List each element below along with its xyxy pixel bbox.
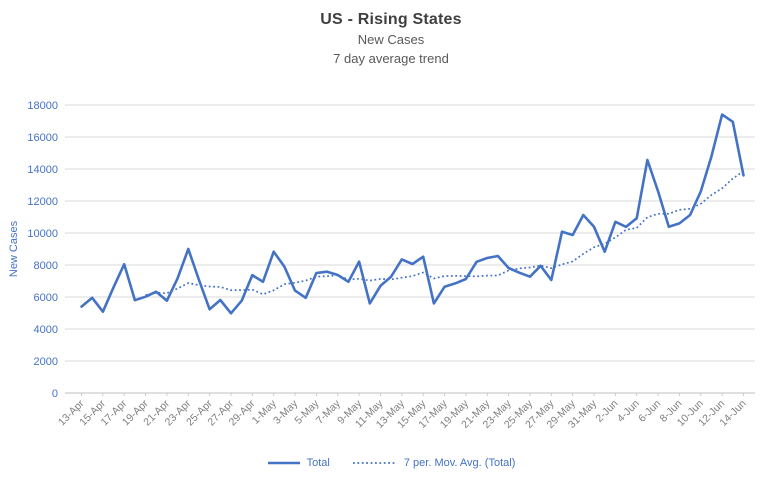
y-axis-labels: 0 2000 4000 6000 8000 10000 12000 14000 16000 180… (27, 100, 58, 400)
svg-text:4-Jun: 4-Jun (615, 398, 642, 425)
axis-tick-marks (81, 393, 744, 396)
svg-text:18000: 18000 (27, 100, 58, 112)
svg-text:2000: 2000 (34, 356, 58, 368)
svg-text:0: 0 (52, 388, 58, 400)
gridlines (65, 104, 755, 362)
legend-moving-average-label: 7 per. Mov. Avg. (Total) (403, 457, 516, 469)
legend-item-moving-average: 7 per. Mov. Avg. (Total) (352, 457, 515, 469)
svg-text:14000: 14000 (27, 164, 58, 176)
svg-text:6-Jun: 6-Jun (636, 398, 663, 425)
svg-text:2-Jun: 2-Jun (593, 398, 620, 425)
total-line (80, 113, 745, 315)
svg-text:12000: 12000 (27, 196, 58, 208)
svg-text:6000: 6000 (34, 292, 58, 304)
legend-total-label: Total (306, 457, 330, 469)
legend: Total 7 per. Mov. Avg. (Total) (0, 457, 768, 469)
svg-text:8000: 8000 (34, 260, 58, 272)
x-axis-labels: 13-Apr15-Apr17-Apr19-Apr21-Apr23-Apr25-A… (56, 397, 749, 431)
chart-subtitle-trend: 7 day average trend (333, 51, 449, 67)
svg-text:4000: 4000 (34, 324, 58, 336)
legend-item-total: Total (267, 457, 330, 469)
chart-title: US - Rising States (320, 11, 462, 28)
y-axis-title: New Cases (8, 220, 20, 277)
svg-text:16000: 16000 (27, 132, 58, 144)
chart-subtitle-new-cases: New Cases (357, 32, 425, 48)
chart-title-block: US - Rising States New Cases 7 day avera… (0, 8, 768, 69)
svg-text:10000: 10000 (27, 228, 58, 240)
legend-total-line-sample (267, 461, 300, 465)
legend-moving-average-line-sample (352, 462, 397, 464)
